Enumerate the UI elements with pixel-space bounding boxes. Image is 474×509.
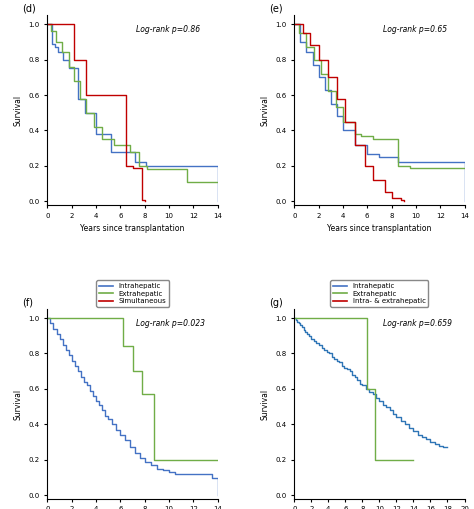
Text: Log-rank p=0.023: Log-rank p=0.023 (136, 319, 205, 328)
Text: (d): (d) (22, 4, 36, 14)
Legend: Intrahepatic, Extrahepatic, Simultaneous: Intrahepatic, Extrahepatic, Simultaneous (96, 280, 169, 307)
Y-axis label: Survival: Survival (261, 388, 270, 419)
Y-axis label: Survival: Survival (14, 95, 23, 126)
X-axis label: Years since transplantation: Years since transplantation (327, 224, 432, 233)
Legend: Intrahepatic, Extrahepatic, Intra- & extrahepatic: Intrahepatic, Extrahepatic, Intra- & ext… (330, 280, 428, 307)
Y-axis label: Survival: Survival (14, 388, 23, 419)
Y-axis label: Survival: Survival (261, 95, 270, 126)
Text: (e): (e) (269, 4, 283, 14)
Text: (f): (f) (22, 298, 33, 308)
Text: Log-rank p=0.659: Log-rank p=0.659 (383, 319, 452, 328)
X-axis label: Years since transplantation: Years since transplantation (80, 224, 185, 233)
Text: Log-rank p=0.65: Log-rank p=0.65 (383, 25, 447, 34)
Text: (g): (g) (269, 298, 283, 308)
Text: Log-rank p=0.86: Log-rank p=0.86 (136, 25, 200, 34)
